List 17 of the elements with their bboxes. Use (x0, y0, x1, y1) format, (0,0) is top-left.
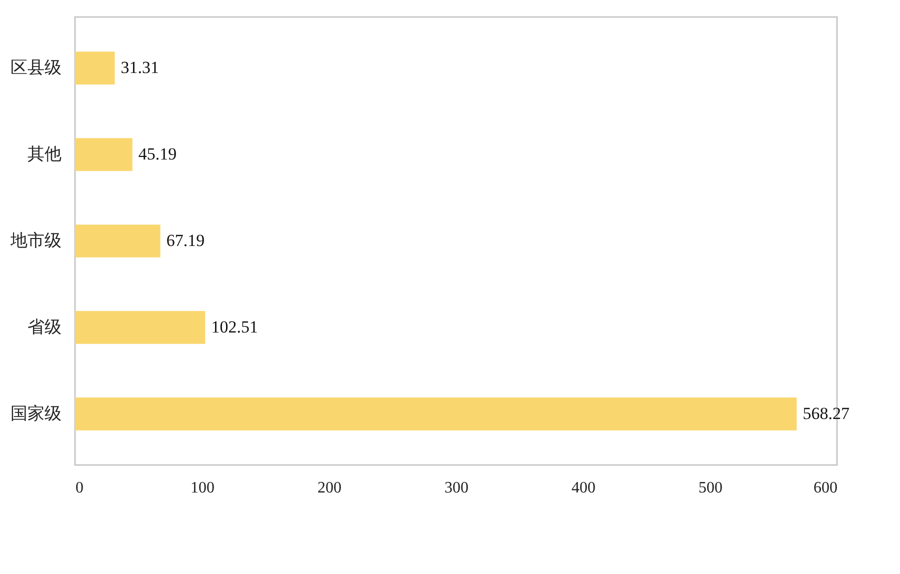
data-label: 102.51 (211, 317, 258, 336)
x-tick-label: 100 (190, 480, 214, 496)
data-label: 31.31 (120, 58, 160, 78)
y-tick-label: 国家级 (10, 404, 62, 423)
x-tick-label: 200 (318, 480, 342, 496)
x-tick-label: 400 (572, 480, 596, 496)
data-label: 67.19 (166, 231, 205, 250)
y-tick-label: 其他 (28, 144, 62, 164)
x-tick-label: 300 (444, 480, 468, 496)
data-label: 45.19 (138, 144, 177, 164)
y-tick-label: 区县级 (10, 58, 62, 78)
x-tick-label: 600 (814, 480, 838, 496)
x-tick-label: 500 (698, 480, 722, 496)
data-label: 568.27 (802, 404, 850, 423)
y-tick-label: 地市级 (10, 231, 62, 250)
y-tick-label: 省级 (28, 317, 62, 336)
x-tick-label: 0 (76, 480, 84, 496)
